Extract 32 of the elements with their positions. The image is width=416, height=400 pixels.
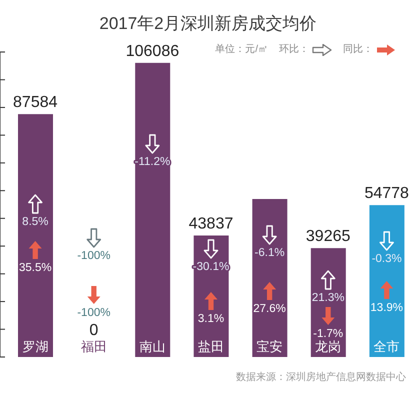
bar — [18, 114, 53, 357]
annotation: 同比： — [343, 43, 373, 57]
data-label: 87584 — [13, 94, 58, 112]
data-label: 39265 — [306, 228, 350, 246]
source-note: 数据来源：深圳房地产信息网数据中心 — [236, 371, 406, 385]
annotation: -100% — [77, 307, 110, 319]
annotation: 单位：元/㎡ — [215, 43, 268, 57]
data-label: 0 — [89, 322, 98, 339]
annotation: 3.1% — [198, 313, 224, 325]
x-tick-label: 福田 — [80, 339, 107, 354]
annotation: -100% — [77, 250, 110, 262]
annotation: -0.3% — [372, 253, 402, 265]
x-tick-label: 南山 — [139, 339, 166, 354]
annotation: -11.2% — [134, 156, 170, 168]
chart-title: 2017年2月深圳新房成交均价 — [98, 13, 318, 35]
x-tick-label: 盐田 — [198, 339, 224, 354]
annotation: 27.6% — [253, 303, 286, 315]
annotation: 21.3% — [312, 292, 344, 304]
x-tick-label: 龙岗 — [315, 339, 342, 354]
annotation: -6.1% — [254, 247, 285, 259]
annotation: -1.7% — [313, 328, 344, 340]
annotation: 13.9% — [370, 302, 404, 314]
bar — [135, 62, 170, 357]
annotation: 环比： — [279, 43, 309, 57]
x-tick-label: 罗湖 — [22, 339, 48, 354]
x-tick-label: 全市 — [374, 339, 400, 354]
data-label: 43837 — [188, 215, 234, 232]
x-tick-label: 宝安 — [256, 339, 283, 354]
data-label: 54778 — [364, 185, 410, 202]
annotation: 8.5% — [22, 216, 48, 228]
data-label: 106086 — [126, 42, 180, 60]
annotation: 35.5% — [18, 262, 52, 274]
